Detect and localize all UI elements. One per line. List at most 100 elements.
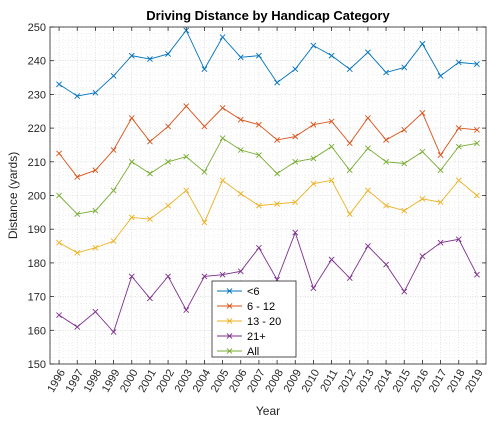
y-tick-label: 180 <box>28 258 46 270</box>
series-0 <box>56 27 480 100</box>
data-point <box>165 202 172 209</box>
data-point <box>473 61 480 67</box>
y-tick-label: 190 <box>28 224 46 236</box>
y-axis-label: Distance (yards) <box>6 152 20 239</box>
data-point <box>128 115 135 121</box>
data-point <box>383 202 390 209</box>
data-point <box>219 271 226 278</box>
data-point <box>56 81 63 88</box>
y-tick-label: 150 <box>28 359 46 371</box>
data-point <box>274 136 281 143</box>
legend-item: 13 - 20 <box>217 316 281 328</box>
data-point <box>237 54 244 61</box>
data-point <box>165 123 172 130</box>
data-point <box>56 312 63 319</box>
data-point <box>310 155 317 162</box>
y-tick-label: 230 <box>28 89 46 101</box>
data-point <box>110 187 117 194</box>
data-point <box>383 136 390 143</box>
data-point <box>310 285 317 292</box>
legend-label: 21+ <box>247 331 266 343</box>
data-point <box>383 69 390 76</box>
legend-marker <box>226 318 233 324</box>
data-point <box>455 59 462 66</box>
legend-label: 13 - 20 <box>247 316 281 328</box>
data-point <box>56 150 63 157</box>
data-point <box>401 160 408 167</box>
data-point <box>165 273 172 280</box>
data-point <box>383 261 390 268</box>
data-point <box>74 93 81 100</box>
data-point <box>165 51 172 57</box>
data-point <box>364 49 371 56</box>
y-tick-label: 250 <box>28 22 46 34</box>
data-point <box>346 211 353 217</box>
data-point <box>201 123 208 130</box>
data-point <box>292 133 299 140</box>
data-point <box>310 42 317 49</box>
data-point <box>110 329 117 335</box>
data-point <box>364 243 371 249</box>
data-point <box>328 52 335 59</box>
data-point <box>92 308 99 315</box>
data-point <box>128 273 135 280</box>
data-point <box>92 207 99 214</box>
data-point <box>255 121 262 128</box>
data-point <box>183 103 190 110</box>
data-point <box>346 167 353 174</box>
legend-marker <box>226 333 233 339</box>
data-point <box>219 177 226 184</box>
data-point <box>310 180 317 187</box>
data-point <box>473 271 480 278</box>
data-point <box>201 168 208 175</box>
data-point <box>437 167 444 174</box>
data-point <box>237 116 244 123</box>
data-point <box>237 268 244 275</box>
data-point <box>346 66 353 73</box>
legend: <6 6 - 12 13 - 20 21+ All <box>211 280 297 358</box>
data-point <box>146 216 153 223</box>
data-point <box>128 158 135 165</box>
x-axis-label: Year <box>256 404 280 418</box>
data-point <box>255 152 262 158</box>
data-point <box>219 34 226 41</box>
y-tick-label: 240 <box>28 56 46 68</box>
data-point <box>455 236 462 243</box>
data-point <box>110 238 117 244</box>
data-point <box>146 170 153 177</box>
data-point <box>92 244 99 251</box>
data-point <box>274 170 281 177</box>
data-point <box>56 192 63 199</box>
data-point <box>346 140 353 147</box>
data-point <box>292 66 299 73</box>
series-4 <box>56 135 480 217</box>
y-tick-label: 220 <box>28 123 46 135</box>
data-point <box>473 140 480 147</box>
series-layer <box>56 27 480 335</box>
legend-marker <box>226 348 233 354</box>
data-point <box>473 126 480 133</box>
data-point <box>401 207 408 214</box>
data-point <box>401 64 408 71</box>
data-point <box>401 288 408 295</box>
data-point <box>165 158 172 165</box>
data-point <box>146 295 153 302</box>
data-point <box>146 138 153 145</box>
legend-marker <box>226 303 233 309</box>
data-point <box>92 167 99 174</box>
data-point <box>383 158 390 165</box>
data-point <box>74 249 81 256</box>
data-point <box>56 239 63 246</box>
data-point <box>419 253 426 260</box>
data-point <box>128 214 135 221</box>
data-point <box>401 126 408 133</box>
data-point <box>455 177 462 184</box>
data-point <box>310 121 317 128</box>
y-tick-label: 210 <box>28 157 46 169</box>
data-point <box>92 89 99 96</box>
data-point <box>237 190 244 197</box>
data-point <box>110 147 117 153</box>
data-point <box>274 201 281 207</box>
data-point <box>455 143 462 150</box>
series-line <box>58 231 478 333</box>
